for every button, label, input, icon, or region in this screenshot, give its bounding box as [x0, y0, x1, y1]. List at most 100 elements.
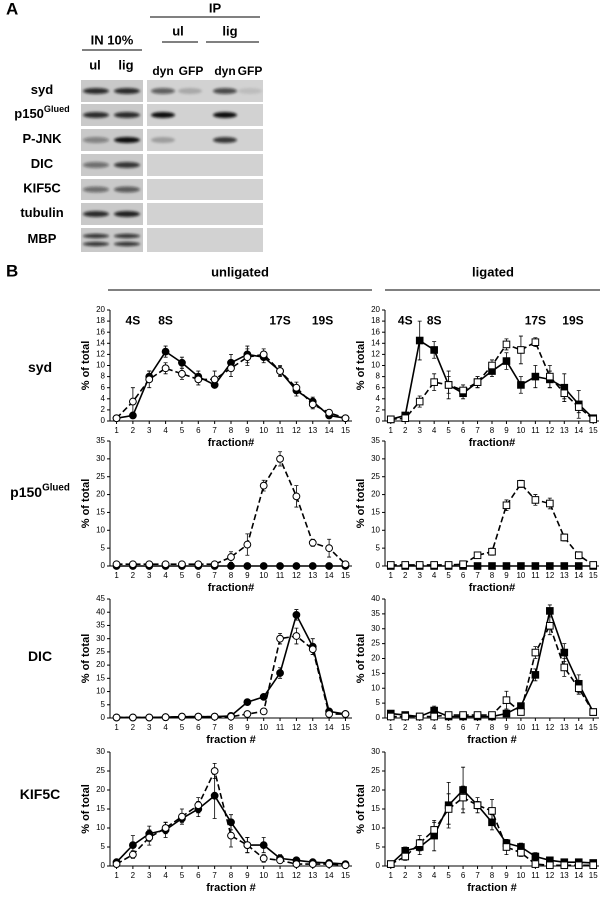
x-tick-label: 12: [292, 871, 301, 880]
marker: [473, 551, 482, 560]
annotation: 4S: [398, 313, 413, 327]
marker: [194, 375, 203, 384]
marker: [259, 854, 268, 863]
panel-label: B: [6, 261, 18, 280]
row-label: p150Glued: [10, 482, 70, 500]
band: [114, 186, 140, 193]
marker: [194, 712, 203, 721]
x-tick-label: 5: [446, 426, 451, 435]
x-tick-label: 4: [432, 426, 437, 435]
x-tick-label: 9: [245, 871, 250, 880]
y-tick-label: 10: [96, 823, 105, 832]
marker: [276, 562, 284, 570]
marker: [401, 852, 410, 861]
x-tick-label: 13: [308, 426, 317, 435]
x-tick-label: 11: [531, 723, 540, 732]
marker: [325, 860, 334, 868]
band: [151, 88, 175, 94]
row-label: KIF5C: [23, 181, 61, 196]
y-tick-label: 5: [376, 842, 381, 851]
marker: [560, 389, 569, 398]
marker: [517, 708, 525, 716]
x-tick-label: 14: [574, 571, 583, 580]
x-tick-label: 3: [147, 426, 152, 435]
marker: [112, 713, 121, 722]
x-tick-label: 5: [446, 571, 451, 580]
marker: [292, 632, 301, 640]
band: [114, 112, 140, 118]
marker: [430, 712, 438, 721]
marker: [243, 710, 252, 718]
x-tick-label: 10: [516, 426, 525, 435]
y-tick-label: 30: [96, 454, 105, 463]
x-tick-label: 13: [560, 723, 569, 732]
y-axis-label: % of total: [80, 479, 92, 529]
x-tick-label: 3: [147, 723, 152, 732]
marker: [444, 711, 453, 719]
marker: [502, 709, 511, 718]
x-axis-label: fraction #: [206, 734, 256, 746]
x-tick-label: 14: [574, 426, 583, 435]
y-tick-label: 25: [96, 766, 105, 775]
x-tick-label: 1: [114, 571, 119, 580]
marker: [560, 861, 569, 870]
band: [83, 233, 109, 239]
y-tick-label: 25: [96, 472, 105, 481]
x-tick-label: 7: [475, 571, 480, 580]
y-tick-label: 25: [371, 766, 380, 775]
marker: [145, 560, 154, 569]
marker: [531, 648, 540, 657]
marker: [178, 712, 186, 721]
x-tick-label: 1: [114, 723, 119, 732]
lane-label: GFP: [179, 64, 204, 78]
x-tick-label: 5: [446, 723, 451, 732]
marker: [574, 861, 583, 870]
blot-input: [81, 203, 143, 225]
x-tick-label: 10: [516, 871, 525, 880]
x-tick-label: 2: [131, 426, 136, 435]
marker: [308, 538, 317, 547]
x-tick-label: 1: [389, 723, 394, 732]
band: [114, 211, 140, 217]
marker: [531, 338, 540, 346]
marker: [161, 347, 170, 356]
y-tick-label: 0: [101, 861, 106, 870]
x-tick-label: 10: [259, 426, 268, 435]
y-tick-label: 20: [371, 305, 380, 314]
x-tick-label: 11: [276, 723, 285, 732]
y-tick-label: 10: [96, 361, 105, 370]
y-tick-label: 20: [96, 490, 105, 499]
x-axis-label: fraction#: [469, 582, 515, 594]
marker: [444, 561, 453, 569]
band: [213, 112, 237, 118]
marker: [546, 861, 554, 870]
x-tick-label: 3: [147, 871, 152, 880]
y-tick-label: 15: [96, 508, 105, 517]
y-tick-label: 10: [96, 525, 105, 534]
y-tick-label: 30: [371, 747, 380, 756]
marker: [502, 357, 511, 365]
marker: [473, 711, 482, 719]
marker: [178, 812, 186, 821]
x-tick-label: 9: [504, 723, 509, 732]
blot-input: [81, 154, 143, 176]
lane-label: lig: [118, 57, 133, 72]
marker: [325, 562, 334, 570]
y-tick-label: 0: [101, 713, 106, 722]
x-tick-label: 12: [545, 571, 554, 580]
marker: [459, 793, 467, 802]
x-tick-label: 8: [229, 871, 234, 880]
y-tick-label: 0: [376, 861, 381, 870]
marker: [292, 383, 301, 392]
annotation: 8S: [158, 313, 173, 327]
band: [114, 88, 140, 94]
marker: [574, 403, 583, 411]
band: [151, 137, 175, 143]
x-tick-label: 4: [163, 571, 168, 580]
row-label: syd: [28, 359, 52, 375]
x-tick-label: 1: [114, 426, 119, 435]
marker: [325, 710, 334, 718]
marker: [128, 397, 137, 406]
marker: [145, 713, 154, 722]
